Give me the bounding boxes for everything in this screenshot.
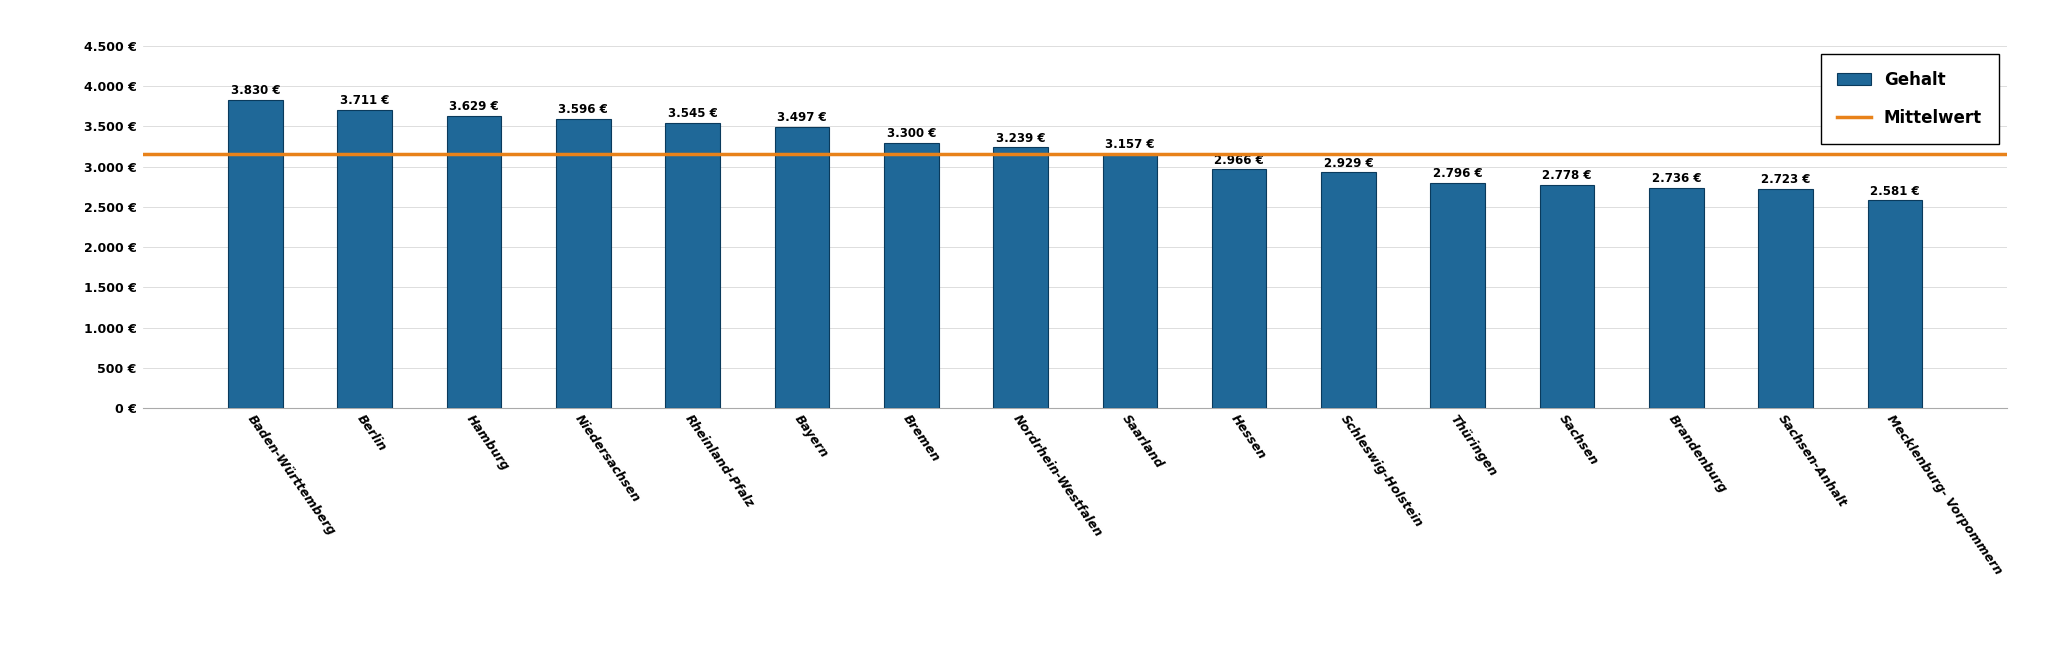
Bar <box>1540 184 1595 408</box>
Bar <box>555 118 610 408</box>
Bar <box>338 109 391 408</box>
Bar <box>1102 154 1157 408</box>
Bar <box>227 100 283 408</box>
Bar <box>1759 189 1812 408</box>
Text: 3.596 €: 3.596 € <box>559 103 608 116</box>
Text: 2.796 €: 2.796 € <box>1434 167 1483 180</box>
Bar <box>1868 201 1923 408</box>
Bar <box>1649 188 1704 408</box>
Bar <box>885 143 938 408</box>
Text: 2.736 €: 2.736 € <box>1651 172 1702 185</box>
Text: 3.497 €: 3.497 € <box>776 111 827 124</box>
Text: 2.723 €: 2.723 € <box>1761 173 1810 186</box>
Bar <box>774 127 829 408</box>
Bar <box>666 123 721 408</box>
Bar <box>993 147 1049 408</box>
Text: 3.239 €: 3.239 € <box>995 132 1044 145</box>
Text: 2.966 €: 2.966 € <box>1214 153 1264 166</box>
Text: 2.929 €: 2.929 € <box>1323 157 1374 170</box>
Bar <box>1430 183 1485 408</box>
Text: 3.300 €: 3.300 € <box>887 127 936 139</box>
Bar <box>1212 169 1266 408</box>
Text: 3.157 €: 3.157 € <box>1106 138 1155 151</box>
Text: 3.711 €: 3.711 € <box>340 93 389 107</box>
Text: 2.581 €: 2.581 € <box>1870 185 1919 197</box>
Text: 3.629 €: 3.629 € <box>449 100 500 113</box>
Legend: Gehalt, Mittelwert: Gehalt, Mittelwert <box>1821 55 1999 143</box>
Text: 3.830 €: 3.830 € <box>231 84 281 97</box>
Bar <box>1321 172 1376 408</box>
Bar <box>446 116 502 408</box>
Text: 2.778 €: 2.778 € <box>1542 168 1591 182</box>
Text: 3.545 €: 3.545 € <box>668 107 717 120</box>
